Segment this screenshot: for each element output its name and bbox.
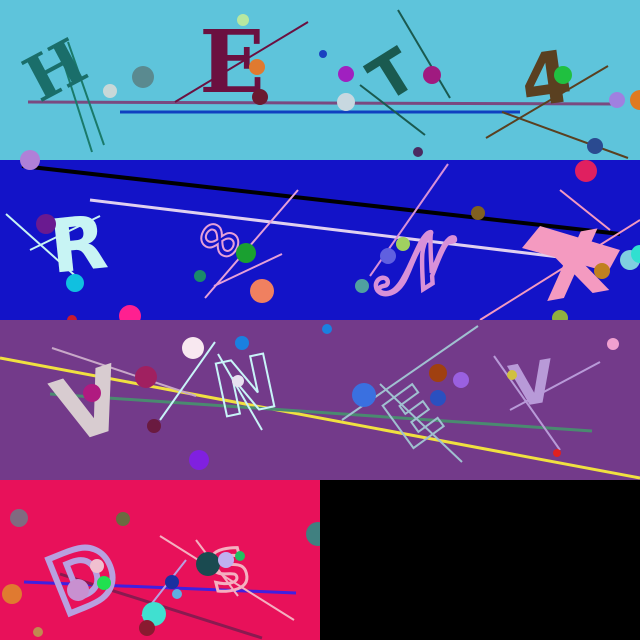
dot <box>471 206 485 220</box>
line <box>559 189 611 231</box>
panel-3-background <box>0 320 640 480</box>
line <box>397 9 451 99</box>
ribbon <box>522 226 620 272</box>
dot <box>165 575 179 589</box>
dot <box>196 552 220 576</box>
dot <box>132 66 154 88</box>
dot <box>2 584 22 604</box>
panel-4: D S <box>0 480 330 640</box>
dot <box>194 270 206 282</box>
dot <box>553 449 561 457</box>
dot <box>20 150 40 170</box>
line <box>501 111 629 159</box>
panel-3: V N E V <box>0 320 640 480</box>
dot <box>554 66 572 84</box>
dot <box>607 338 619 350</box>
line <box>159 341 216 421</box>
line <box>159 535 295 621</box>
dot <box>66 274 84 292</box>
line <box>213 253 283 287</box>
dot <box>250 279 274 303</box>
panel-5-background <box>320 480 640 640</box>
dot <box>90 559 104 573</box>
dot <box>236 243 256 263</box>
dot <box>423 66 441 84</box>
dot <box>36 214 56 234</box>
dot <box>33 627 43 637</box>
dot <box>182 337 204 359</box>
dot <box>587 138 603 154</box>
line <box>217 353 263 431</box>
dot <box>235 336 249 350</box>
dot <box>507 370 517 380</box>
dot <box>135 366 157 388</box>
line <box>174 21 309 103</box>
line <box>479 219 640 321</box>
dot <box>83 384 101 402</box>
dot <box>139 620 155 636</box>
dot <box>594 263 610 279</box>
line <box>27 100 621 106</box>
dot <box>575 160 597 182</box>
dot <box>352 383 376 407</box>
dot <box>252 89 268 105</box>
dot <box>189 450 209 470</box>
dot <box>97 576 111 590</box>
dot <box>430 390 446 406</box>
panel-5 <box>320 480 640 640</box>
dot <box>429 364 447 382</box>
dot <box>116 512 130 526</box>
line <box>359 84 426 136</box>
line <box>509 361 601 411</box>
dot <box>319 50 327 58</box>
dot <box>413 147 423 157</box>
dot <box>218 552 234 568</box>
dot <box>355 279 369 293</box>
dot <box>630 90 640 110</box>
dot <box>237 14 249 26</box>
dot <box>453 372 469 388</box>
dot <box>338 66 354 82</box>
dot <box>172 589 182 599</box>
line <box>379 383 463 463</box>
line <box>49 392 593 433</box>
line <box>51 347 197 397</box>
panel-1-background <box>0 0 640 160</box>
line <box>0 356 640 480</box>
line <box>204 189 299 299</box>
dot <box>337 93 355 111</box>
line <box>493 355 561 451</box>
dot <box>142 602 166 626</box>
line <box>89 198 601 264</box>
dot <box>609 92 625 108</box>
dot <box>235 551 245 561</box>
line <box>57 44 93 153</box>
dot <box>322 324 332 334</box>
line <box>29 215 101 251</box>
dot <box>396 237 410 251</box>
line <box>485 65 609 139</box>
dot <box>380 248 396 264</box>
panel-1: H E T 4 <box>0 0 640 160</box>
dot <box>232 375 244 387</box>
dot <box>67 579 89 601</box>
dot <box>147 419 161 433</box>
dot <box>103 84 117 98</box>
line <box>5 213 81 281</box>
panel-2: R ∞ 𝒩 X <box>0 150 640 327</box>
dot <box>631 245 640 263</box>
line <box>21 164 621 236</box>
dot <box>249 59 265 75</box>
dot <box>10 509 28 527</box>
line <box>67 41 105 146</box>
